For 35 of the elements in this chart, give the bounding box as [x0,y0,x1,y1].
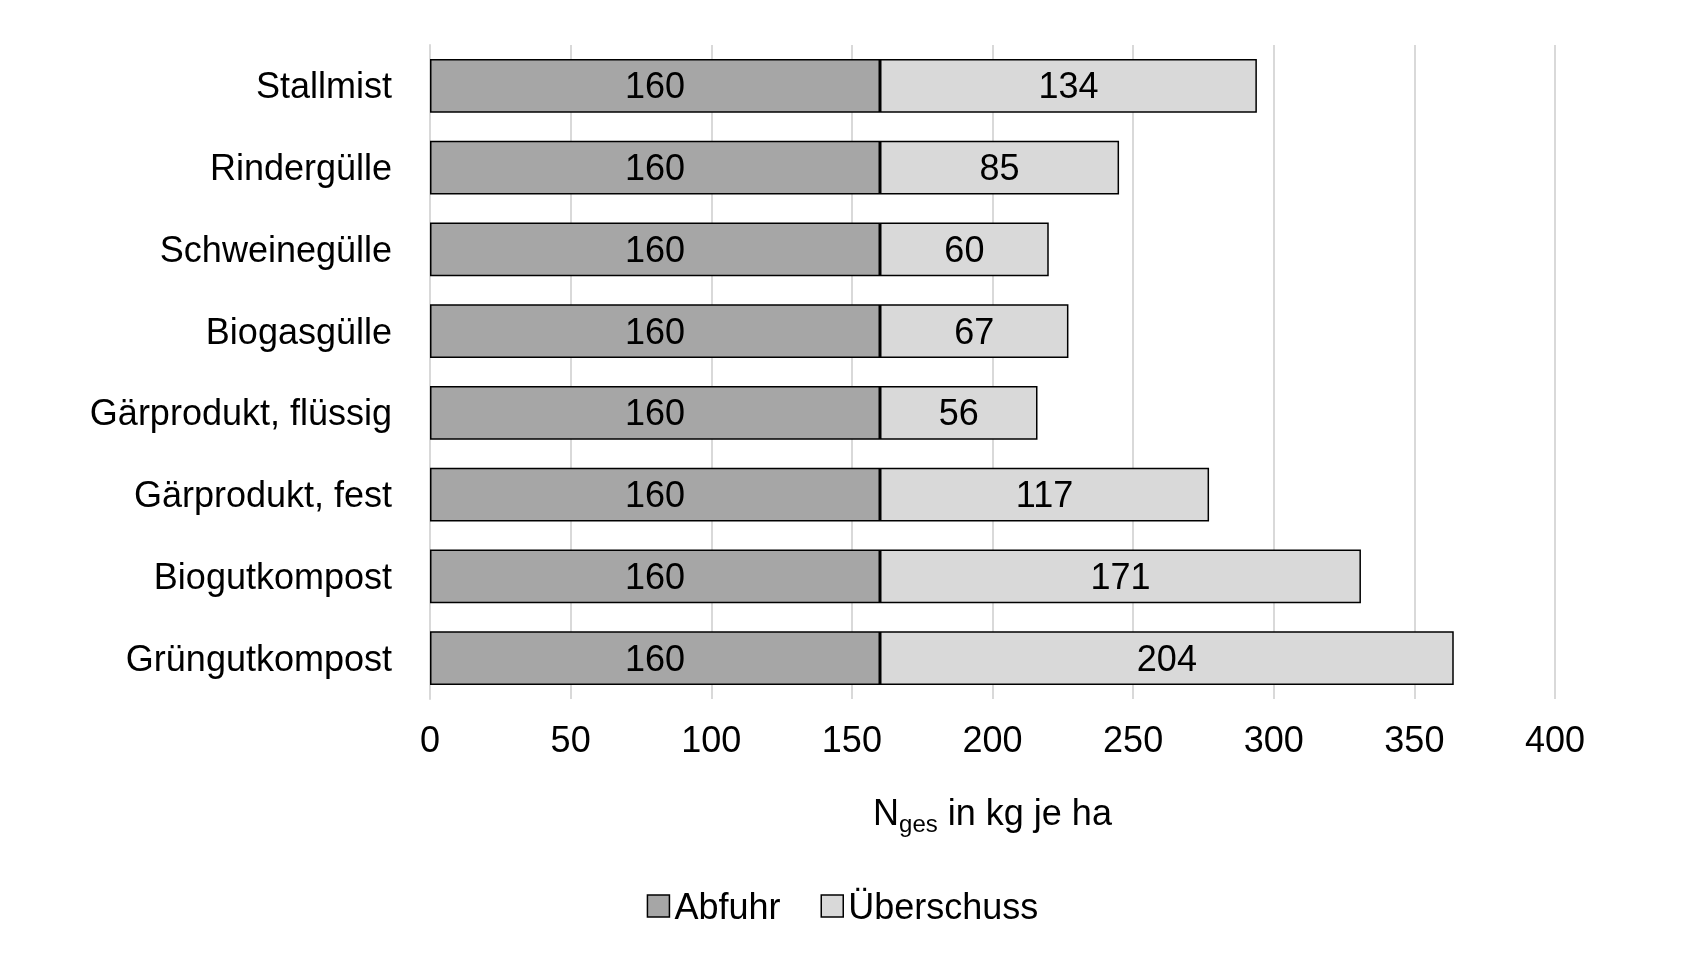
y-tick-label: Grüngutkompost [125,637,392,679]
legend-label: Abfuhr [674,885,781,927]
y-tick-label: Schweinegülle [159,228,392,270]
data-label: 171 [1090,555,1151,597]
data-label: 160 [624,310,686,352]
x-tick-label: 200 [962,718,1023,760]
y-tick-label: Rindergülle [209,147,392,189]
data-label: 85 [979,147,1020,189]
x-tick-label: 50 [550,718,591,760]
x-tick-label: 250 [1103,718,1164,760]
legend-label: Überschuss [848,885,1039,927]
x-tick-label: 300 [1243,718,1304,760]
data-label: 134 [1038,65,1099,107]
data-label: 204 [1136,637,1197,679]
y-tick-label: Gärprodukt, fest [133,474,392,516]
x-tick-label: 0 [419,718,441,760]
y-tick-label: Biogasgülle [205,310,392,352]
data-label: 117 [1015,474,1074,516]
data-label: 160 [624,392,686,434]
x-tick-label: 150 [821,718,882,760]
data-label: 160 [624,228,686,270]
y-tick-label: Biogutkompost [153,555,392,597]
data-label: 160 [624,65,686,107]
x-tick-label: 350 [1384,718,1445,760]
x-tick-label: 100 [681,718,742,760]
x-tick-label: 400 [1524,718,1586,760]
y-tick-label: Stallmist [255,65,392,107]
data-label: 160 [624,474,686,516]
data-label: 160 [624,147,686,189]
data-label: 160 [624,637,686,679]
data-label: 67 [954,310,995,352]
data-label: 56 [938,392,979,434]
data-label: 60 [944,228,985,270]
data-label: 160 [624,555,686,597]
y-tick-label: Gärprodukt, flüssig [89,392,392,434]
